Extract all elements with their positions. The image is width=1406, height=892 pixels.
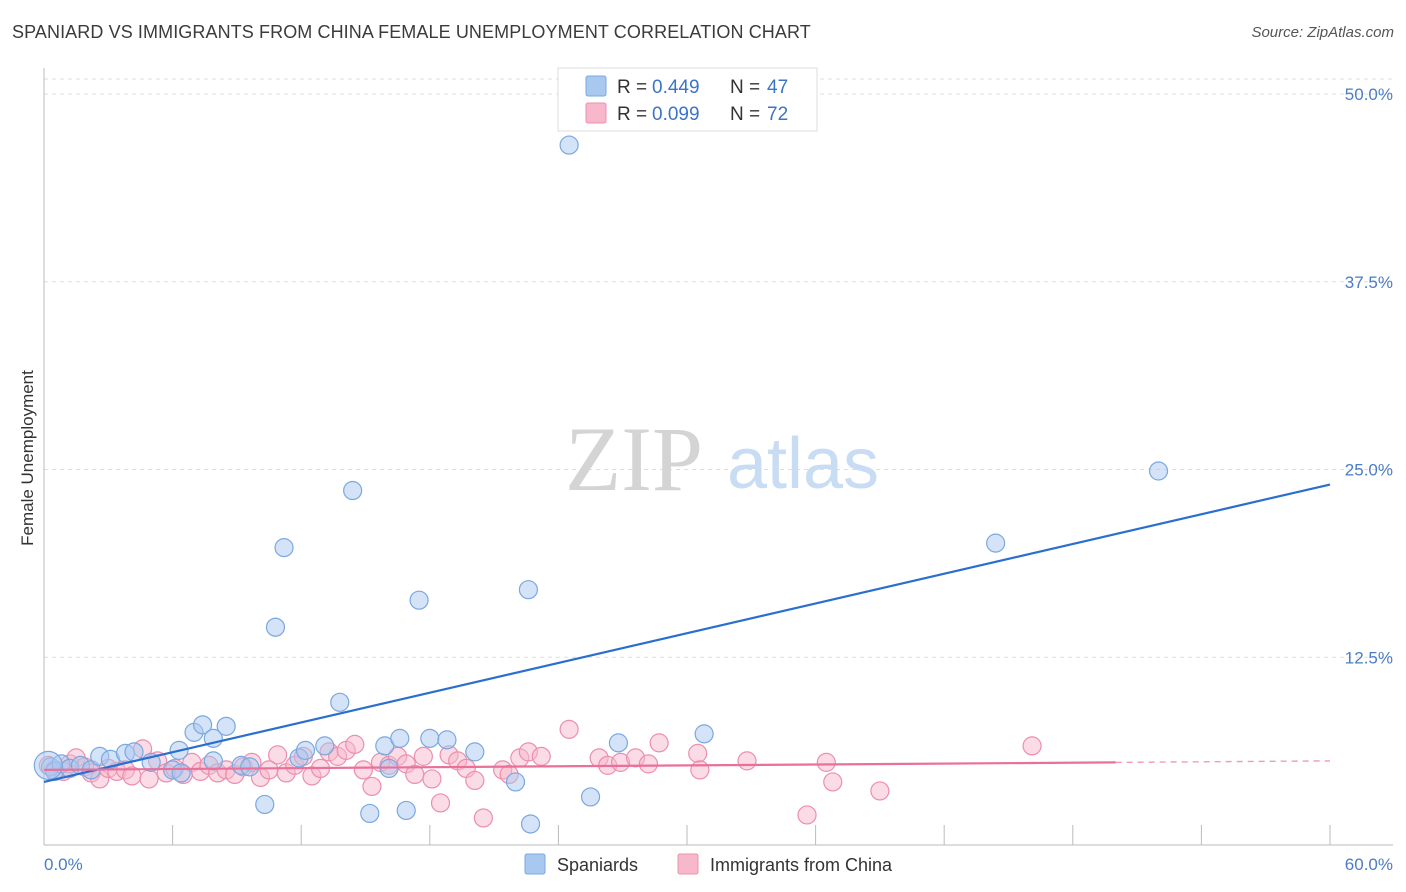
point-spaniards (216, 716, 236, 736)
chart-title: SPANIARD VS IMMIGRANTS FROM CHINA FEMALE… (12, 22, 811, 42)
point-spaniards (203, 751, 223, 771)
point-immigrants-from-china (413, 746, 433, 766)
point-immigrants-from-china (353, 760, 373, 780)
point-spaniards (520, 814, 541, 834)
watermark-zip: ZIP (565, 408, 703, 510)
legend-r-value-1: 0.449 (652, 77, 700, 98)
point-spaniards (518, 580, 538, 600)
point-immigrants-from-china (473, 808, 493, 828)
y-tick-label: 25.0% (1345, 461, 1393, 480)
point-immigrants-from-china (1022, 736, 1042, 756)
point-spaniards (124, 742, 144, 762)
point-spaniards (505, 772, 526, 792)
bottom-legend-swatch-china (677, 853, 699, 875)
legend-n-label-2: N = (730, 104, 760, 125)
point-spaniards (240, 757, 260, 777)
point-spaniards (437, 730, 457, 750)
y-tick-label: 12.5% (1345, 648, 1393, 667)
watermark-atlas: atlas (727, 424, 879, 504)
point-spaniards (1148, 461, 1169, 481)
x-tick-label-min: 0.0% (44, 855, 83, 874)
point-immigrants-from-china (531, 746, 551, 766)
legend-r-label-1: R = (617, 77, 647, 98)
point-spaniards (396, 800, 416, 821)
point-immigrants-from-china (870, 781, 890, 801)
point-spaniards (330, 692, 350, 712)
point-spaniards (465, 742, 485, 762)
y-tick-labels: 12.5% 25.0% 37.5% 50.0% (1345, 85, 1393, 667)
point-spaniards (265, 617, 286, 637)
bottom-legend-swatch-spaniards (524, 853, 546, 875)
y-tick-label: 37.5% (1345, 273, 1393, 292)
point-spaniards (360, 803, 380, 824)
point-immigrants-from-china (362, 776, 382, 797)
source-credit: Source: ZipAtlas.com (1251, 24, 1394, 41)
point-immigrants-from-china (422, 769, 442, 789)
trend-lines (43, 483, 1331, 783)
trend-line-spaniards (43, 483, 1331, 783)
point-immigrants-from-china (690, 760, 710, 780)
point-immigrants-from-china (430, 793, 451, 813)
point-immigrants-from-china (823, 772, 843, 792)
x-tick-label-max: 60.0% (1345, 855, 1393, 874)
point-spaniards (375, 736, 395, 756)
legend-swatch-spaniards (585, 75, 607, 97)
point-immigrants-from-china (649, 733, 669, 753)
point-spaniards (315, 736, 335, 756)
legend-n-value-2: 72 (767, 104, 788, 125)
trend-line-extension-immigrants-from-china (1115, 760, 1331, 764)
point-immigrants-from-china (268, 745, 288, 765)
bottom-legend-label-china: Immigrants from China (710, 855, 893, 875)
point-immigrants-from-china (797, 805, 817, 825)
x-tick-labels: 0.0% 60.0% (44, 855, 1393, 874)
point-immigrants-from-china (559, 719, 579, 739)
point-spaniards (343, 480, 363, 501)
legend-r-value-2: 0.099 (652, 104, 700, 125)
point-spaniards (274, 538, 294, 558)
point-immigrants-from-china (816, 752, 836, 772)
point-immigrants-from-china (688, 743, 708, 763)
point-spaniards (193, 715, 213, 735)
point-spaniards (608, 733, 629, 753)
bottom-legend-label-spaniards: Spaniards (557, 855, 638, 875)
point-spaniards (390, 728, 410, 748)
point-spaniards (986, 533, 1006, 553)
point-immigrants-from-china (345, 734, 365, 754)
point-spaniards (409, 590, 429, 610)
point-immigrants-from-china (139, 769, 159, 789)
gridlines (44, 78, 1393, 658)
series-legend: Spaniards Immigrants from China (524, 853, 893, 875)
point-spaniards (559, 135, 579, 155)
legend-r-label-2: R = (617, 104, 647, 125)
point-spaniards (694, 724, 714, 744)
point-spaniards (255, 794, 275, 815)
point-immigrants-from-china (737, 751, 757, 771)
point-spaniards (420, 728, 440, 748)
legend-swatch-china (585, 102, 607, 124)
legend-n-value-1: 47 (767, 77, 788, 98)
point-spaniards (580, 787, 601, 807)
trend-line-immigrants-from-china (43, 761, 1116, 772)
y-tick-label: 50.0% (1345, 85, 1393, 104)
point-cluster-spaniards (33, 750, 63, 780)
axes (43, 68, 1393, 846)
point-immigrants-from-china (465, 770, 485, 791)
correlation-legend: R = 0.449 N = 47 R = 0.099 N = 72 (557, 67, 818, 132)
point-immigrants-from-china (638, 754, 659, 774)
legend-n-label-1: N = (730, 77, 760, 98)
point-spaniards (295, 740, 316, 760)
point-spaniards (171, 763, 191, 783)
